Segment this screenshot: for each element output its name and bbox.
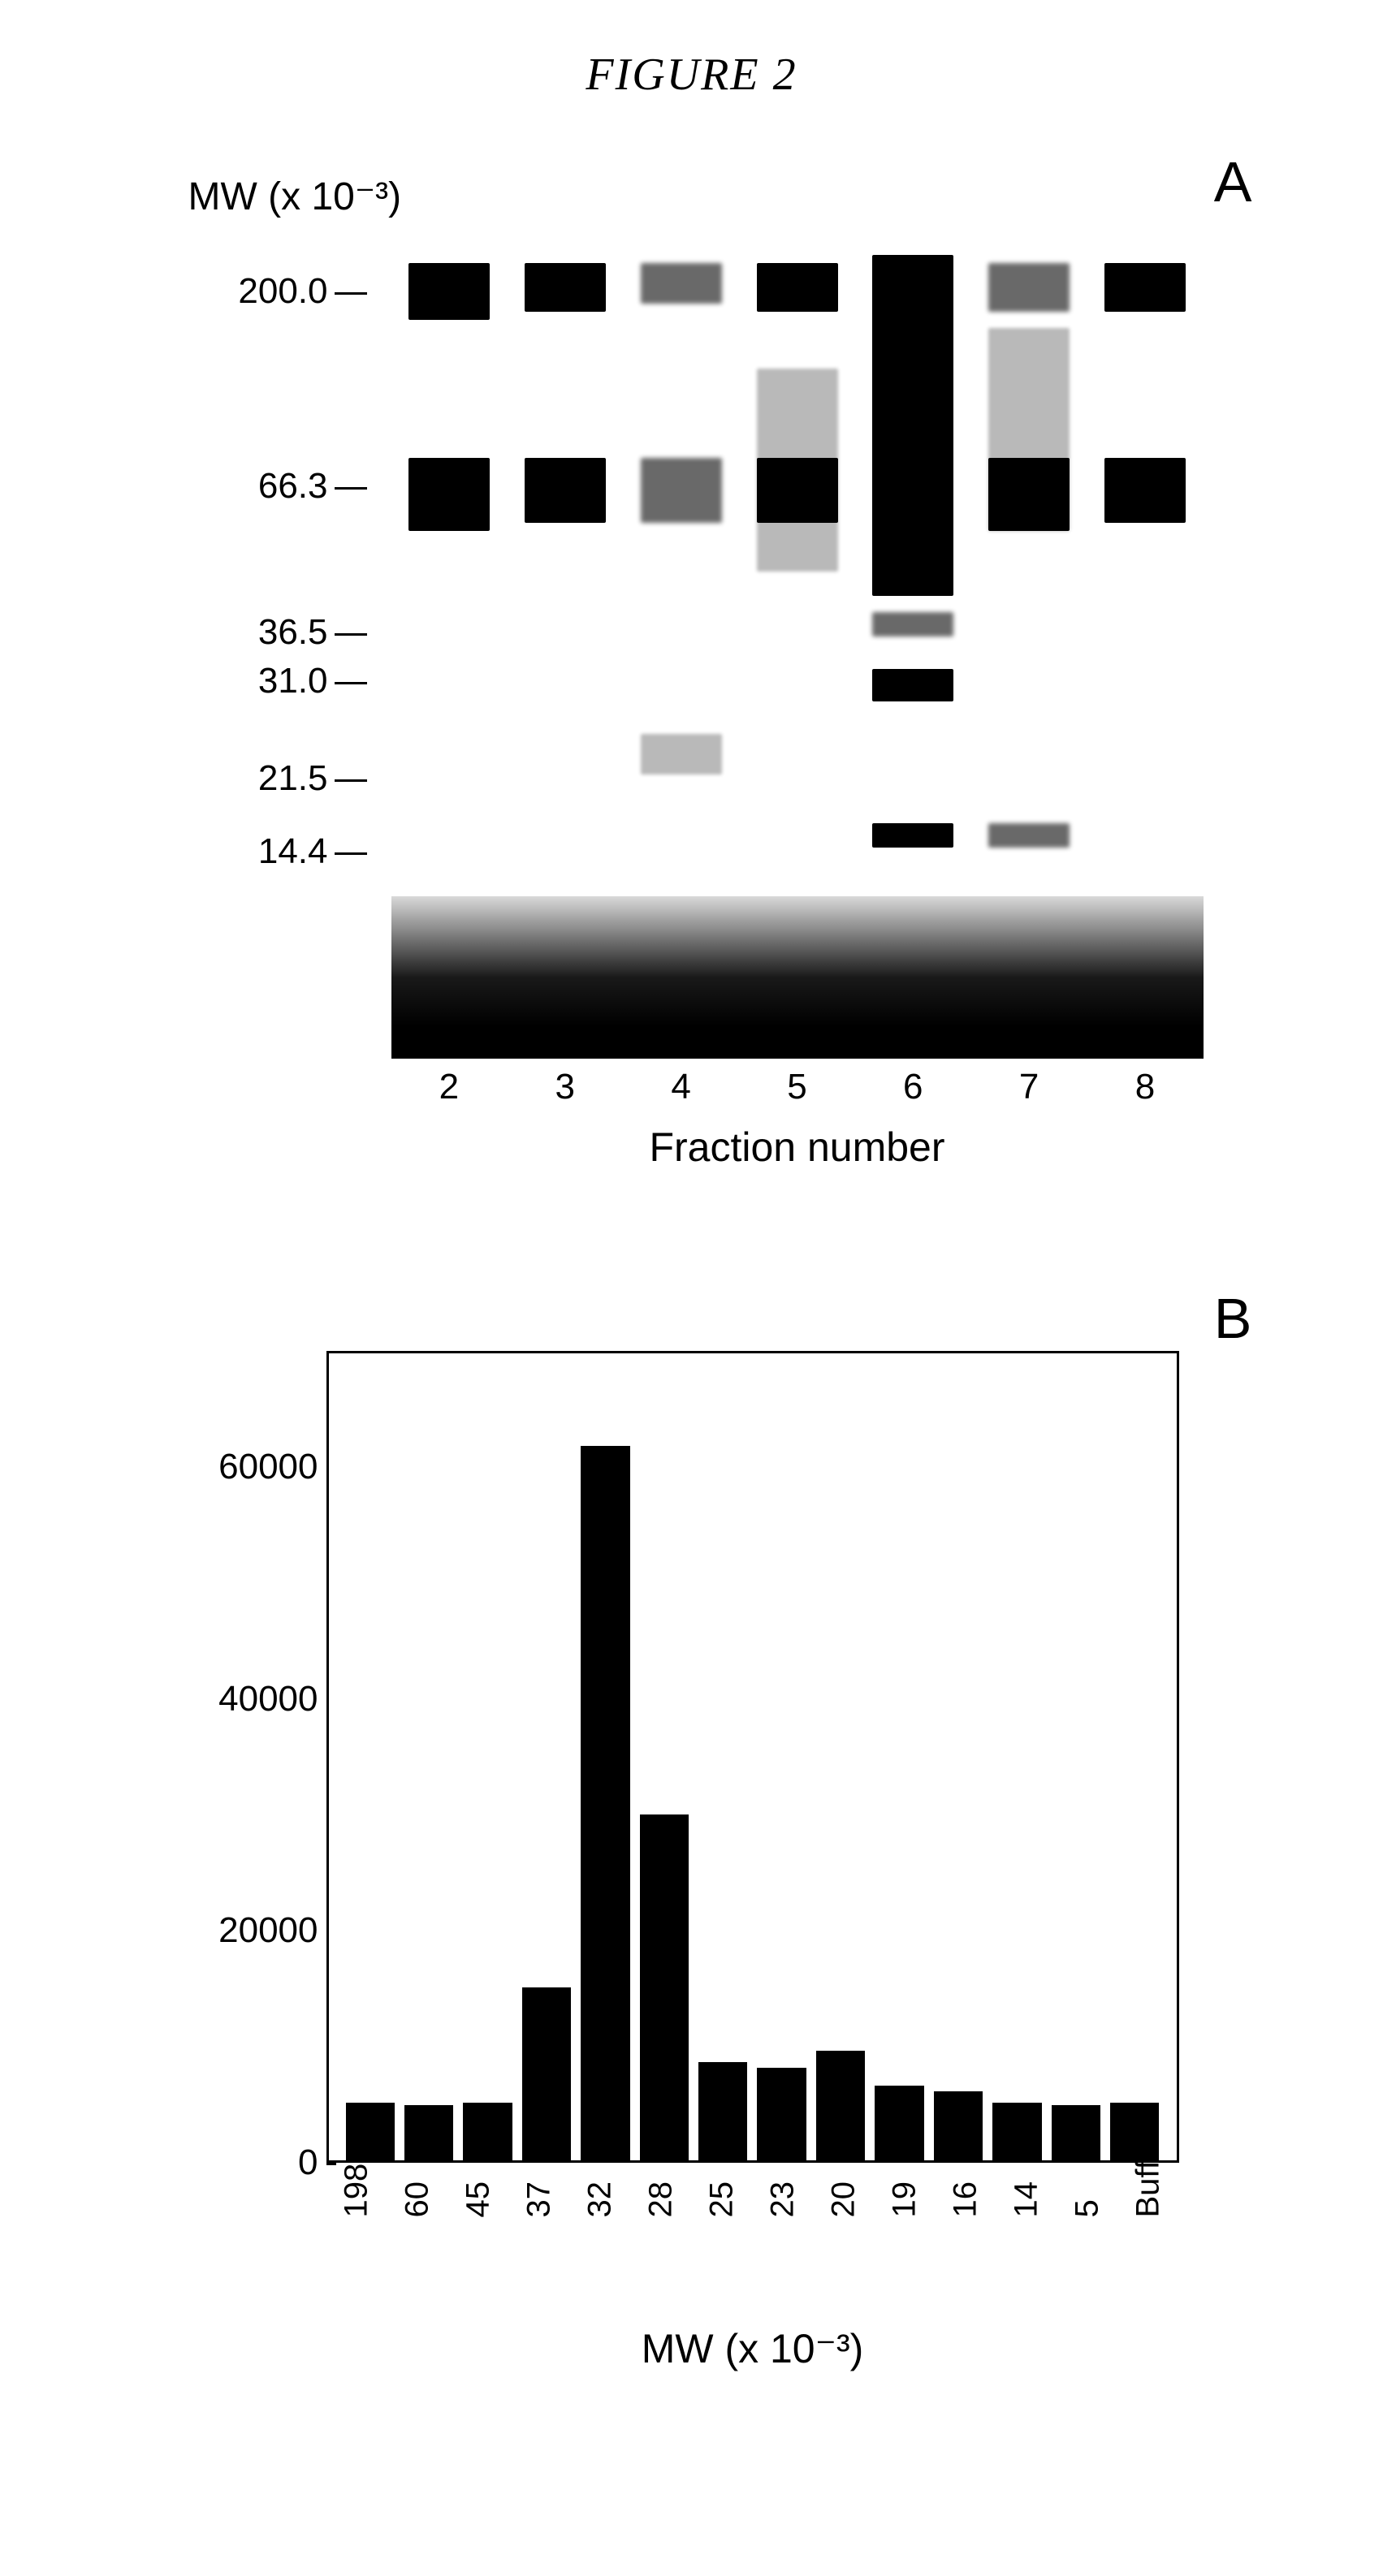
bar <box>875 2086 923 2160</box>
mw-marker: 14.4 <box>188 831 367 872</box>
panel-a-x-title: Fraction number <box>391 1124 1204 1171</box>
gel-band <box>1104 458 1186 523</box>
panel-a-x-labels: 2 3 4 5 6 7 8 <box>391 1067 1204 1107</box>
lane-label: 4 <box>671 1067 690 1107</box>
x-tick-label: 19 <box>887 2169 923 2218</box>
gel-lane <box>868 247 957 1059</box>
gel-band <box>1104 263 1186 312</box>
lane-label: 8 <box>1135 1067 1155 1107</box>
panel-b-x-labels: 19860453732282523201916145Buffer <box>326 2175 1179 2211</box>
gel-lane <box>984 247 1074 1059</box>
bar <box>346 2103 395 2160</box>
x-tick-label: 16 <box>948 2169 984 2218</box>
panel-b-x-title: MW (x 10⁻³) <box>326 2325 1179 2372</box>
gel-image <box>391 247 1204 1059</box>
gel-band <box>872 669 953 701</box>
panel-b: B ³H-Thymidine incorporation, cpm 020000… <box>164 1302 1220 2439</box>
bar <box>816 2051 865 2160</box>
x-tick-label: 60 <box>400 2169 436 2218</box>
x-tick-label: 37 <box>521 2169 558 2218</box>
lane-label: 3 <box>555 1067 575 1107</box>
gel-band <box>757 263 838 312</box>
panel-a: A MW (x 10⁻³) 200.066.336.531.021.514.4 … <box>164 149 1220 1205</box>
gel-band <box>988 458 1070 531</box>
lane-label: 2 <box>439 1067 459 1107</box>
y-tick: 20000 <box>218 1910 318 1951</box>
bar <box>698 2062 747 2160</box>
gel-band <box>757 458 838 523</box>
bar <box>934 2091 983 2160</box>
gel-band <box>988 823 1070 848</box>
gel-band <box>525 458 606 523</box>
panel-b-y-ticks: 0200004000060000 <box>164 1351 326 2163</box>
gel-band <box>641 734 722 775</box>
mw-marker: 66.3 <box>188 466 367 507</box>
gel-band <box>872 255 953 596</box>
x-tick-label: 14 <box>1009 2169 1045 2218</box>
gel-band <box>408 263 490 320</box>
gel-band <box>872 823 953 848</box>
bar <box>992 2103 1041 2160</box>
x-tick-label: 198 <box>339 2169 375 2218</box>
bar <box>463 2103 512 2160</box>
x-tick-label: 25 <box>704 2169 741 2218</box>
bar <box>1052 2105 1100 2160</box>
panel-b-bars <box>329 1353 1177 2160</box>
gel-lane <box>753 247 842 1059</box>
gel-band <box>408 458 490 531</box>
mw-marker: 21.5 <box>188 758 367 799</box>
x-tick-label: 45 <box>460 2169 497 2218</box>
gel-lane <box>1100 247 1190 1059</box>
bar <box>522 1987 571 2160</box>
gel-band <box>872 612 953 636</box>
y-tick: 60000 <box>218 1447 318 1487</box>
mw-marker: 200.0 <box>188 271 367 312</box>
figure-title: FIGURE 2 <box>97 49 1286 101</box>
x-tick-label: Buffer <box>1130 2169 1167 2218</box>
gel-band <box>988 263 1070 312</box>
y-tick: 40000 <box>218 1679 318 1719</box>
panel-b-chart-frame <box>326 1351 1179 2163</box>
x-tick-label: 32 <box>582 2169 619 2218</box>
gel-band <box>525 263 606 312</box>
y-tick: 0 <box>298 2142 318 2183</box>
mw-axis-header: MW (x 10⁻³) <box>188 174 402 219</box>
x-tick-label: 28 <box>643 2169 680 2218</box>
bar <box>757 2068 806 2160</box>
bar <box>404 2105 453 2160</box>
mw-marker: 36.5 <box>188 612 367 653</box>
lane-label: 6 <box>903 1067 923 1107</box>
x-tick-label: 20 <box>826 2169 862 2218</box>
x-tick-label: 23 <box>765 2169 802 2218</box>
gel-lane <box>637 247 726 1059</box>
mw-marker: 31.0 <box>188 661 367 701</box>
gel-lane <box>521 247 610 1059</box>
x-tick-label: 5 <box>1070 2169 1106 2218</box>
lane-label: 7 <box>1019 1067 1039 1107</box>
bar <box>581 1446 629 2160</box>
panel-a-letter: A <box>1214 149 1252 214</box>
bar <box>640 1814 689 2160</box>
gel-band <box>641 458 722 523</box>
gel-lane <box>404 247 494 1059</box>
panel-b-letter: B <box>1214 1286 1252 1351</box>
lane-label: 5 <box>787 1067 806 1107</box>
gel-band <box>641 263 722 304</box>
